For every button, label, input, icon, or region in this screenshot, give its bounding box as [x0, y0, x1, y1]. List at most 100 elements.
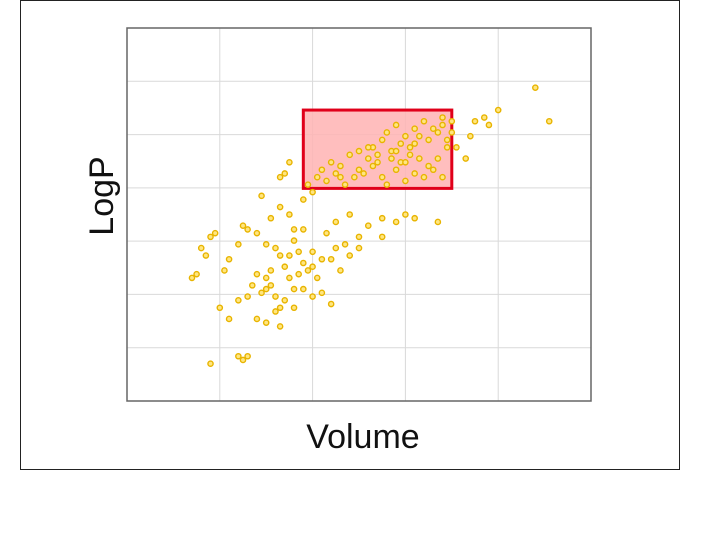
data-point	[244, 226, 251, 233]
x-axis-label: Volume	[306, 418, 419, 456]
data-point	[346, 151, 354, 159]
data-point	[346, 252, 354, 259]
data-point	[225, 255, 233, 263]
data-point	[378, 173, 386, 181]
data-point	[309, 263, 316, 271]
data-point	[341, 241, 349, 248]
data-point	[300, 196, 307, 203]
data-point	[392, 147, 400, 155]
data-point	[443, 144, 451, 151]
data-point	[532, 84, 539, 91]
data-point	[276, 323, 284, 330]
chart-frame: Volume LogP	[20, 0, 680, 470]
scatter-chart: Volume LogP	[83, 27, 592, 456]
data-point	[202, 252, 210, 259]
data-point	[327, 158, 335, 166]
data-point	[402, 132, 409, 140]
data-point	[337, 267, 344, 274]
data-point	[327, 255, 335, 263]
data-point	[239, 356, 247, 364]
data-point	[439, 114, 446, 121]
data-point	[411, 140, 418, 147]
data-point	[429, 166, 437, 174]
data-point	[235, 296, 242, 304]
data-point	[332, 170, 340, 177]
data-point	[355, 233, 363, 241]
data-point	[295, 270, 302, 278]
data-point	[378, 233, 386, 241]
data-point	[272, 293, 279, 300]
data-point	[411, 125, 418, 133]
data-point	[290, 226, 298, 233]
data-point	[313, 173, 321, 181]
data-point	[351, 173, 358, 181]
data-point	[211, 229, 219, 237]
data-point	[216, 304, 224, 312]
data-point	[225, 315, 233, 323]
data-point	[545, 117, 553, 125]
data-point	[411, 214, 418, 222]
data-point	[378, 214, 386, 222]
data-point	[309, 188, 316, 196]
data-point	[318, 289, 326, 297]
data-point	[313, 274, 321, 282]
data-point	[480, 114, 488, 121]
data-point	[286, 274, 293, 282]
data-point	[290, 237, 298, 244]
data-point	[281, 263, 289, 271]
data-point	[374, 158, 381, 166]
data-point	[420, 117, 428, 125]
data-point	[276, 304, 284, 312]
grid-lines	[127, 28, 591, 401]
data-point	[416, 155, 423, 162]
data-point	[295, 248, 302, 256]
data-point	[383, 181, 391, 188]
data-point	[253, 229, 261, 237]
data-point	[207, 360, 214, 368]
data-point	[383, 129, 391, 136]
data-point	[304, 181, 312, 188]
data-point	[434, 155, 442, 162]
data-point	[332, 218, 340, 226]
data-point	[262, 241, 270, 248]
data-point	[272, 308, 279, 315]
data-point	[262, 319, 270, 326]
data-point	[471, 117, 479, 125]
data-point	[258, 192, 265, 200]
data-point	[425, 136, 432, 144]
data-point	[221, 267, 228, 274]
data-point	[392, 121, 400, 129]
data-point	[425, 162, 432, 170]
data-point	[392, 166, 400, 174]
data-point	[286, 158, 293, 166]
data-point	[364, 144, 372, 151]
data-point	[443, 136, 451, 144]
data-point	[276, 252, 284, 259]
data-point	[197, 244, 205, 252]
data-point	[258, 289, 265, 297]
data-point	[281, 296, 289, 304]
data-point	[290, 285, 298, 293]
data-point	[262, 285, 270, 293]
data-point	[281, 170, 289, 177]
data-point	[337, 173, 344, 181]
data-point	[286, 211, 293, 218]
data-point	[327, 300, 335, 308]
data-point	[355, 166, 363, 174]
data-point	[276, 203, 284, 211]
data-point	[420, 173, 428, 181]
data-point	[276, 173, 284, 181]
data-point	[318, 255, 326, 263]
data-point	[267, 267, 275, 274]
data-point	[406, 144, 414, 151]
data-point	[406, 151, 414, 159]
data-point	[267, 282, 275, 289]
data-point	[374, 151, 381, 159]
data-point	[355, 244, 363, 252]
data-point	[378, 136, 386, 144]
data-point	[253, 270, 261, 278]
data-point	[244, 293, 251, 300]
data-point	[485, 121, 493, 129]
data-point	[341, 181, 349, 188]
data-point	[188, 274, 196, 282]
